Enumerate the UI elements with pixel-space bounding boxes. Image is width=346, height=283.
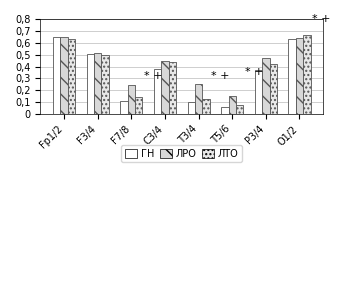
Bar (53, 37, 61, 114)
Bar (101, 55, 109, 114)
Bar (296, 38, 303, 114)
Bar (87, 54, 94, 114)
Bar (229, 96, 236, 114)
Bar (135, 97, 143, 114)
Bar (236, 104, 243, 114)
Legend: ГН, ЛРО, ЛТО: ГН, ЛРО, ЛТО (121, 145, 243, 162)
Text: * +: * + (211, 71, 229, 82)
Bar (68, 38, 75, 114)
Bar (288, 39, 296, 114)
Bar (120, 101, 128, 114)
Bar (94, 53, 101, 114)
Bar (128, 85, 135, 114)
Text: * +: * + (144, 71, 162, 82)
Bar (221, 107, 229, 114)
Bar (255, 70, 262, 114)
Bar (188, 102, 195, 114)
Bar (154, 69, 161, 114)
Bar (169, 62, 176, 114)
Bar (195, 84, 202, 114)
Bar (262, 58, 270, 114)
Text: * +: * + (312, 14, 330, 24)
Bar (61, 37, 68, 114)
Bar (270, 64, 277, 114)
Bar (161, 61, 169, 114)
Bar (202, 98, 210, 114)
Text: * +: * + (245, 67, 263, 77)
Bar (303, 35, 311, 114)
